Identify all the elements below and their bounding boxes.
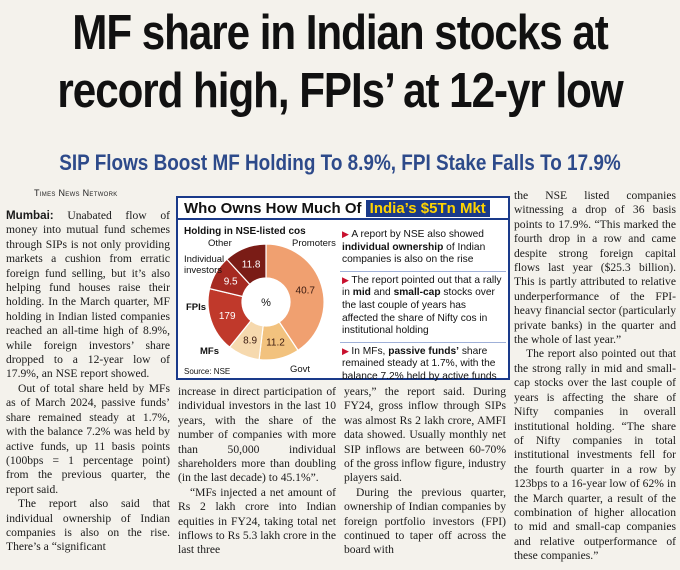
label-other: Other (208, 238, 232, 249)
label-govt: Govt (290, 364, 311, 375)
subheadline: SIP Flows Boost MF Holding To 8.9%, FPI … (59, 150, 621, 175)
arrow-icon: ▶ (342, 229, 352, 239)
slice-value-label: 179 (219, 311, 236, 322)
ownership-infobox: Who Owns How Much Of India’s $5Tn Mkt Ho… (176, 196, 510, 382)
headline: MF share in Indian stocks at record high… (48, 4, 633, 120)
slice-value-label: 9.5 (224, 277, 238, 288)
label-individual-investors: Individual investors (184, 254, 225, 276)
chart-title: Holding in NSE-listed cos (184, 226, 306, 237)
slice-value-label: 11.8 (242, 259, 261, 270)
label-mfs: MFs (200, 346, 219, 357)
ownership-donut-chart: Holding in NSE-listed cos 40.7 11.2 8.9 179… (178, 222, 338, 378)
headline-line-2: record high, FPIs’ at 12-yr low (57, 64, 623, 118)
dateline: Mumbai: (6, 209, 54, 222)
paragraph: Out of total share held by MFs as of Mar… (6, 381, 170, 496)
paragraph: Mumbai: Unabated flow of money into mutu… (6, 209, 170, 381)
slice-value-label: 40.7 (296, 286, 316, 297)
infobox-note: ▶ A report by NSE also showed individual… (340, 226, 506, 272)
infobox-notes: ▶ A report by NSE also showed individual… (340, 226, 506, 388)
infobox-title-prefix: Who Owns How Much Of (184, 200, 362, 217)
arrow-icon: ▶ (342, 345, 352, 356)
infobox-note: ▶ The report pointed out that a rally in… (340, 272, 506, 343)
slice-value-label: 8.9 (243, 335, 257, 346)
article-column-4: the NSE listed companies witnessing a dr… (514, 189, 676, 564)
byline: Times News Network (34, 188, 118, 198)
article-column-3: years,” the report said. During FY24, gr… (344, 385, 506, 558)
label-fpis: FPIs (186, 302, 207, 313)
infobox-title: Who Owns How Much Of India’s $5Tn Mkt (178, 198, 508, 220)
paragraph: The report also said that individual own… (6, 497, 170, 554)
pie-slice-other (225, 243, 267, 286)
paragraph: The report also pointed out that the str… (514, 347, 676, 563)
paragraph: years,” the report said. During FY24, gr… (344, 385, 506, 485)
paragraph: increase in direct participation of indi… (178, 385, 336, 485)
paragraph: During the previous quarter, ownership o… (344, 485, 506, 557)
article-column-1: Mumbai: Unabated flow of money into mutu… (6, 209, 170, 555)
paragraph: the NSE listed companies witnessing a dr… (514, 189, 676, 347)
arrow-icon: ▶ (342, 274, 352, 285)
donut-svg: 40.7 11.2 8.9 179 9.5 11.8% (207, 243, 325, 361)
infobox-title-highlight: India’s $5Tn Mkt (365, 200, 490, 217)
slice-value-label: 11.2 (266, 337, 285, 348)
infobox-note: ▶ In MFs, passive funds’ share remained … (342, 345, 497, 382)
label-promoters: Promoters (292, 238, 336, 249)
article-column-2: increase in direct participation of indi… (178, 385, 336, 558)
donut-center-label: % (261, 297, 271, 309)
paragraph: “MFs injected a net amount of Rs 2 lakh … (178, 485, 336, 557)
chart-source: Source: NSE (184, 367, 231, 376)
headline-line-1: MF share in Indian stocks at (72, 6, 608, 60)
